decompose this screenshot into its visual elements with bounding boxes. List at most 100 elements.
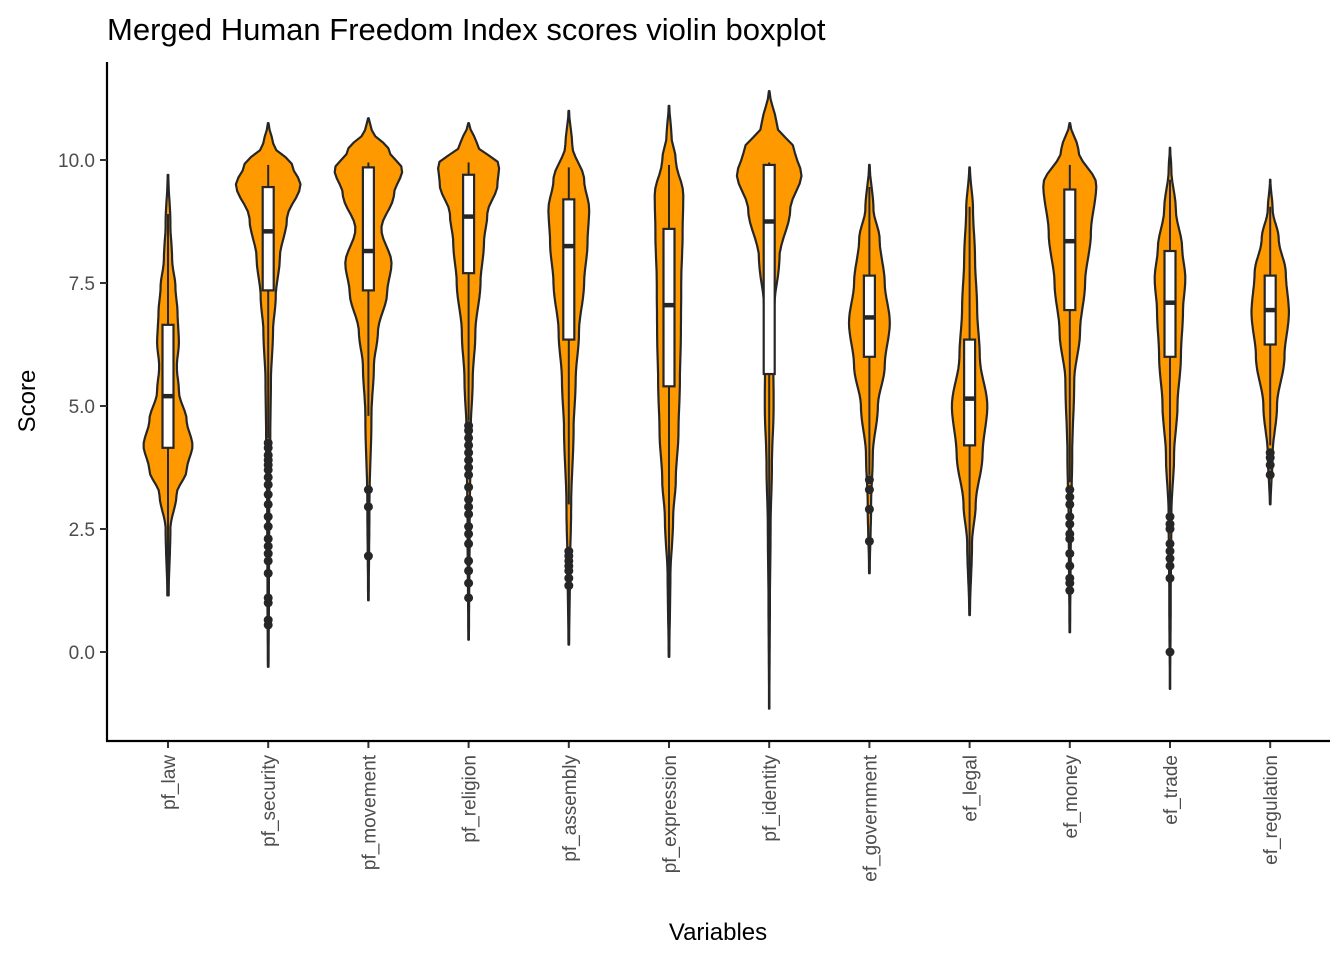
outlier-point [1165,546,1175,556]
box [562,198,576,341]
outlier-point [1165,512,1175,522]
outlier-point [464,529,474,539]
violin-ef_regulation [1250,178,1290,506]
outlier-point [564,566,574,576]
outlier-point [1165,647,1175,657]
outlier-point [263,522,273,532]
box [962,338,977,447]
outlier-point [263,472,273,482]
box [161,323,175,449]
y-tick-label: 7.5 [69,274,95,295]
outlier-point [1065,492,1075,502]
outlier-point [263,499,273,509]
box [361,166,375,292]
outlier-point [464,593,474,603]
outlier-point [464,509,474,519]
x-tick-label: pf_religion [460,755,481,843]
x-tick-label: pf_security [259,755,280,847]
outlier-point [464,482,474,492]
outlier-point [1065,512,1075,522]
box [1063,188,1077,312]
x-tick-label: pf_expression [660,755,681,873]
outlier-point [1065,499,1075,509]
outlier-point [464,470,474,480]
x-tick-label: pf_law [159,755,180,810]
outlier-point [464,455,474,465]
x-tick-label: pf_identity [760,755,781,842]
outlier-point [464,494,474,504]
outlier-point [263,465,273,475]
outlier-point [263,556,273,566]
outlier-point [1065,549,1075,559]
box [662,227,676,388]
outlier-point [464,433,474,443]
outlier-point [1065,561,1075,571]
box [261,185,275,292]
outlier-point [864,485,874,495]
outlier-point [464,440,474,450]
outlier-point [263,549,273,559]
outlier-point [564,581,574,591]
outlier-point [263,541,273,551]
x-tick-label: pf_assembly [560,755,581,862]
y-tick-label: 5.0 [69,397,95,418]
violin-pf_religion [437,122,501,641]
outlier-point [363,485,373,495]
violin-ef_legal [950,166,989,617]
outlier-point [363,502,373,512]
outlier-point [1165,561,1175,571]
outlier-point [864,536,874,546]
x-tick-label: ef_trade [1161,755,1182,825]
outlier-point [1165,573,1175,583]
outlier-point [263,480,273,490]
plot-area [142,90,1290,710]
outlier-point [263,443,273,453]
outlier-point [864,475,874,485]
violin-pf_movement [333,117,404,602]
outlier-point [1065,485,1075,495]
outlier-point [464,426,474,436]
outlier-point [263,534,273,544]
outlier-point [464,539,474,549]
x-tick-label: pf_movement [359,754,380,870]
outlier-point [464,448,474,458]
outlier-point [263,598,273,608]
violin-pf_assembly [547,109,591,646]
violin-pf_law [142,173,194,597]
outlier-point [864,504,874,514]
x-tick-label: ef_legal [961,755,982,822]
violin-pf_expression [653,104,685,658]
outlier-point [1165,524,1175,534]
x-tick-label: ef_regulation [1261,755,1282,865]
outlier-point [464,502,474,512]
outlier-point [464,463,474,472]
outlier-point [363,551,373,561]
x-tick-label: ef_money [1061,755,1082,839]
violin-pf_security [234,122,302,668]
outlier-point [263,620,273,630]
y-axis-title: Score [14,370,41,433]
axes: pf_law pf_security pf_movement pf_religion p… [58,62,1330,882]
outlier-point [1265,453,1275,463]
x-axis-title: Variables [669,919,767,946]
outlier-point [1265,470,1275,480]
outlier-point [1065,578,1075,588]
violin-ef_government [847,163,891,575]
outlier-point [1065,519,1075,529]
y-tick-label: 0.0 [69,643,95,664]
outlier-point [564,573,574,583]
outlier-point [464,556,474,566]
y-tick-label: 2.5 [69,520,95,541]
y-tick-label: 10.0 [58,151,95,172]
box [762,163,776,376]
outlier-point [1265,460,1275,470]
violin-ef_trade [1153,146,1187,690]
violin-pf_identity [735,90,803,710]
outlier-point [263,568,273,578]
outlier-point [1065,586,1075,595]
outlier-point [464,566,474,576]
outlier-point [263,490,273,500]
outlier-point [464,522,474,532]
